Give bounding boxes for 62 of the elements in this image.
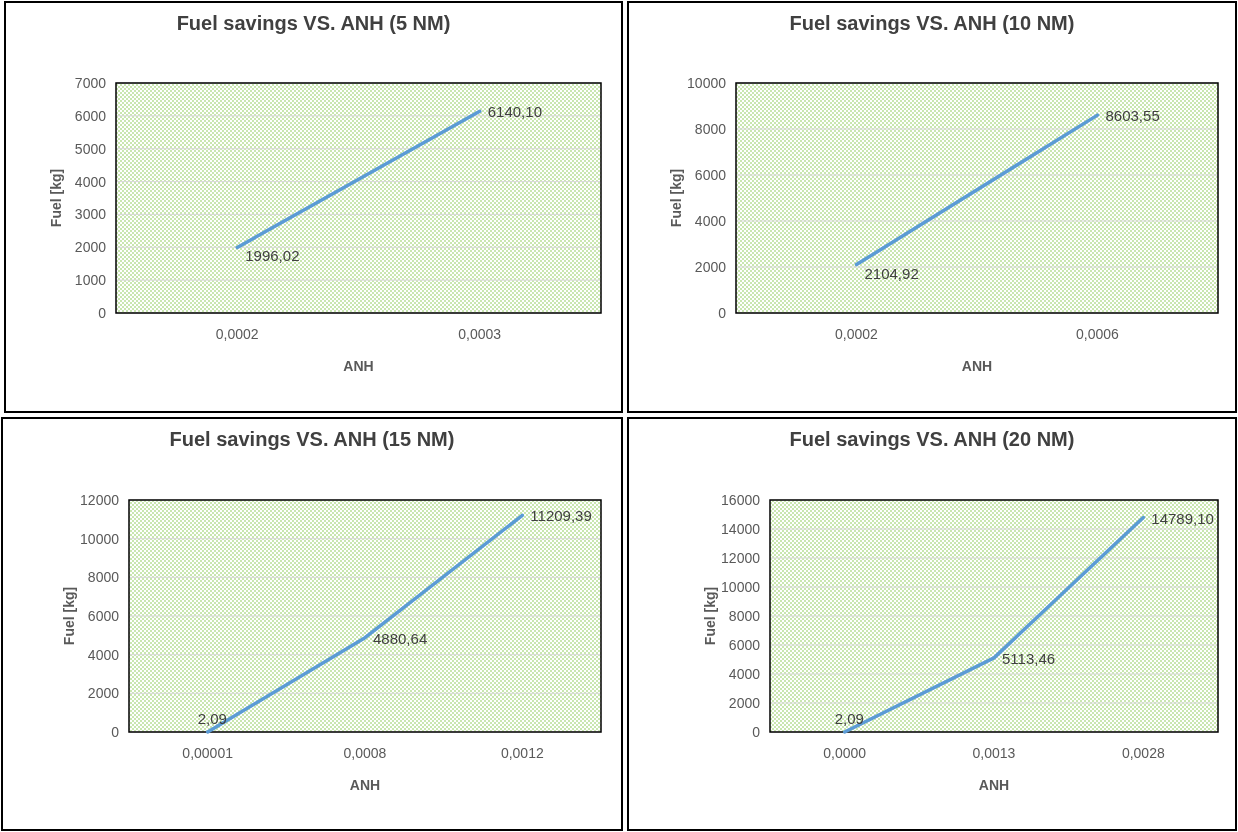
- x-axis-title: ANH: [961, 358, 993, 374]
- y-tick-label: 4000: [694, 213, 727, 229]
- chart-title: Fuel savings VS. ANH (10 NM): [789, 12, 1075, 34]
- chart-title: Fuel savings VS. ANH (15 NM): [169, 428, 455, 450]
- y-tick-label: 4000: [74, 173, 107, 190]
- y-tick-label: 0: [98, 305, 107, 321]
- y-tick-label: 2000: [694, 259, 727, 275]
- data-label: 6140,10: [487, 103, 542, 121]
- x-axis-title: ANH: [978, 777, 1010, 793]
- y-tick-label: 8000: [694, 121, 727, 137]
- y-tick-label: 0: [111, 724, 120, 740]
- y-tick-label: 16000: [721, 492, 761, 508]
- y-tick-label: 3000: [74, 206, 107, 223]
- x-tick-label: 0,0013: [972, 745, 1016, 761]
- y-tick-label: 0: [718, 305, 727, 321]
- y-tick-label: 6000: [728, 637, 761, 653]
- data-label: 2,09: [834, 709, 864, 727]
- data-label: 1996,02: [245, 247, 300, 265]
- data-label: 2104,92: [864, 264, 919, 282]
- y-tick-label: 2000: [728, 695, 761, 711]
- data-label: 4880,64: [373, 629, 428, 647]
- x-tick-label: 0,0002: [835, 326, 879, 342]
- x-tick-label: 0,0003: [458, 326, 502, 342]
- x-axis-title: ANH: [343, 358, 374, 374]
- x-tick-label: 0,0006: [1076, 326, 1120, 342]
- y-tick-label: 10000: [80, 530, 120, 547]
- y-tick-label: 4000: [87, 646, 120, 663]
- x-tick-label: 0,0012: [500, 745, 544, 761]
- y-tick-label: 8000: [87, 569, 120, 586]
- y-tick-label: 7000: [74, 75, 107, 91]
- y-tick-label: 0: [752, 724, 761, 740]
- y-axis-title: Fuel [kg]: [702, 586, 718, 646]
- x-tick-label: 0,0008: [343, 745, 387, 761]
- y-axis-title: Fuel [kg]: [61, 586, 77, 646]
- y-axis-title: Fuel [kg]: [668, 168, 684, 228]
- x-tick-label: 0,0000: [823, 745, 867, 761]
- y-axis-title: Fuel [kg]: [48, 168, 64, 228]
- y-tick-label: 12000: [721, 550, 761, 566]
- y-tick-label: 12000: [80, 492, 120, 508]
- data-label: 5113,46: [1002, 649, 1056, 667]
- data-label: 8603,55: [1105, 107, 1160, 125]
- y-tick-label: 2000: [87, 685, 120, 702]
- y-tick-label: 10000: [721, 579, 761, 595]
- data-label: 2,09: [197, 709, 227, 727]
- y-tick-label: 6000: [74, 107, 107, 124]
- y-tick-label: 4000: [728, 666, 761, 682]
- x-axis-title: ANH: [349, 777, 381, 793]
- y-tick-label: 8000: [728, 608, 761, 624]
- y-tick-label: 14000: [721, 521, 761, 537]
- chart-title: Fuel savings VS. ANH (20 NM): [789, 428, 1075, 450]
- data-label: 14789,10: [1151, 509, 1214, 527]
- x-tick-label: 0,0028: [1121, 745, 1165, 761]
- y-tick-label: 5000: [74, 140, 107, 157]
- y-tick-label: 6000: [87, 608, 120, 624]
- y-tick-label: 1000: [74, 272, 107, 289]
- chart-title: Fuel savings VS. ANH (5 NM): [176, 12, 451, 34]
- x-tick-label: 0,0002: [215, 326, 259, 342]
- y-tick-label: 6000: [694, 167, 727, 183]
- y-tick-label: 10000: [687, 75, 727, 91]
- y-tick-label: 2000: [74, 239, 107, 256]
- x-tick-label: 0,00001: [182, 745, 234, 761]
- data-label: 11209,39: [530, 507, 592, 525]
